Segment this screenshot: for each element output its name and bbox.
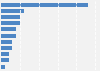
Bar bbox=[1, 52, 8, 56]
Bar bbox=[1, 15, 20, 19]
Bar bbox=[1, 9, 24, 13]
Bar bbox=[1, 46, 12, 50]
Bar bbox=[1, 27, 16, 31]
Bar bbox=[1, 40, 12, 44]
Bar bbox=[1, 65, 5, 69]
Bar bbox=[1, 21, 20, 25]
Bar bbox=[1, 34, 16, 38]
Bar bbox=[1, 3, 88, 7]
Bar bbox=[1, 58, 8, 62]
